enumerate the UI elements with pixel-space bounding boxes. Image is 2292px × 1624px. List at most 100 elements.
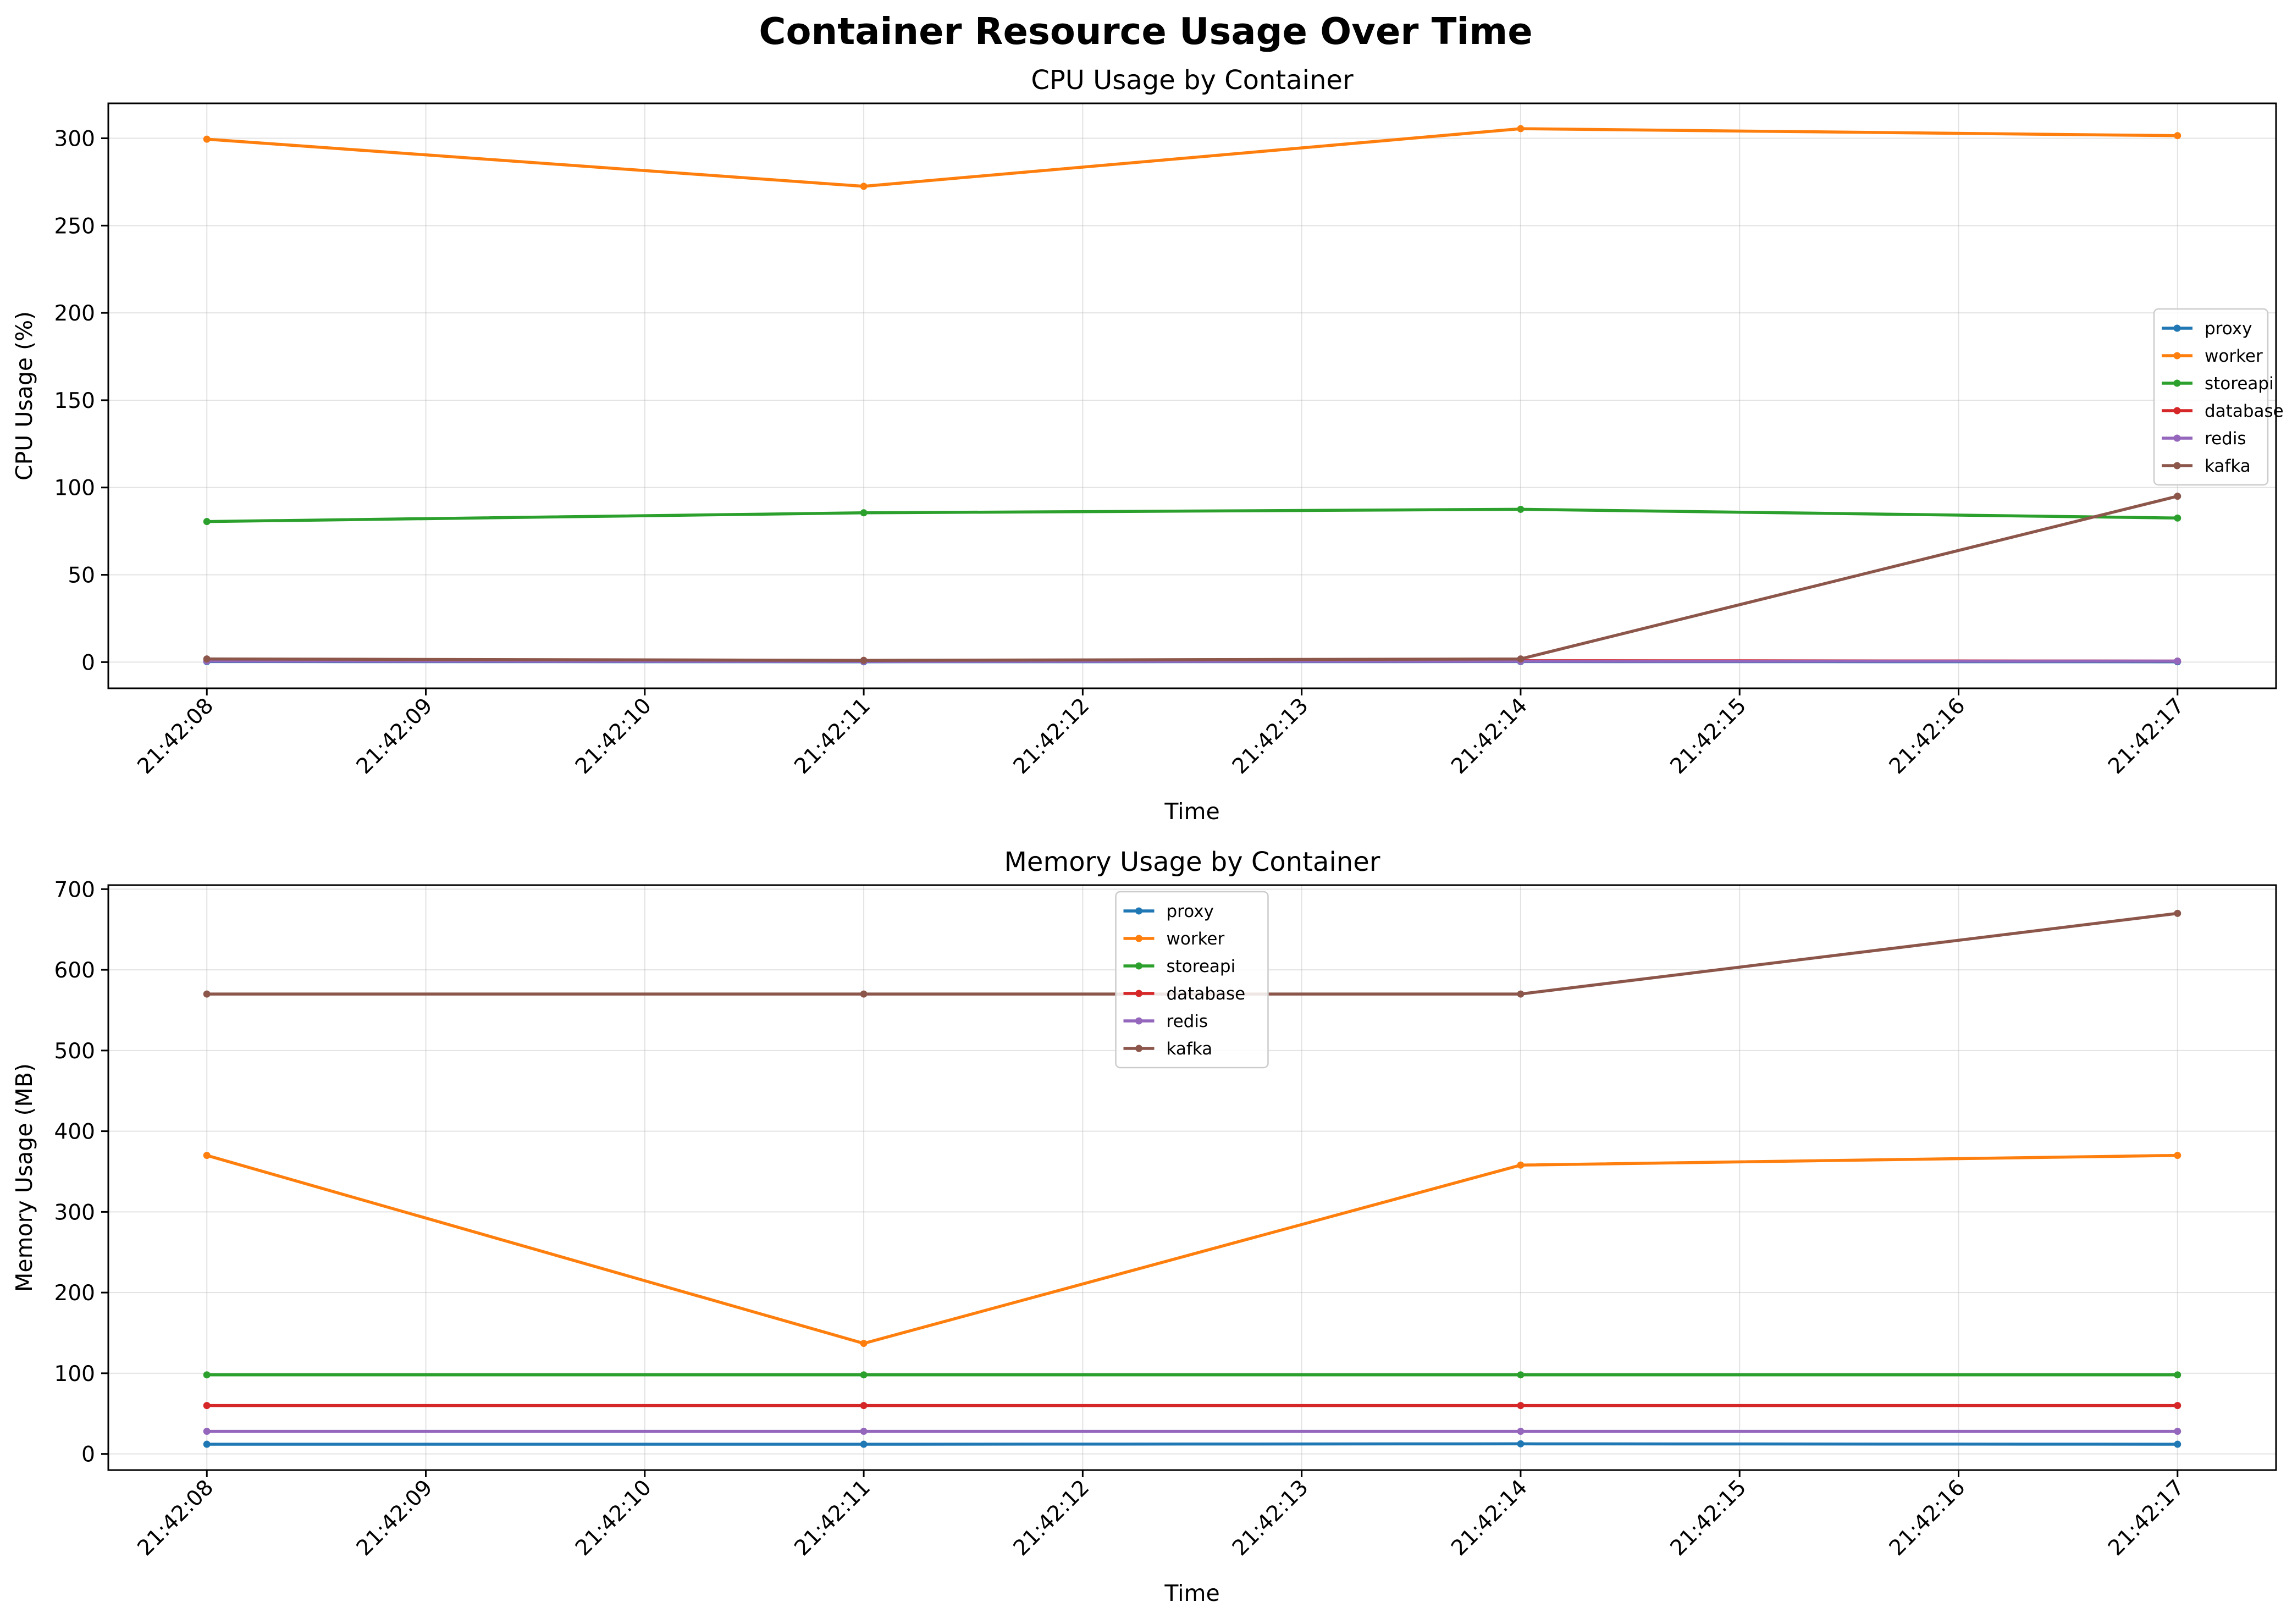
series-line-kafka (205, 494, 2179, 662)
data-point-redis (2174, 657, 2181, 665)
data-point-worker (2174, 132, 2181, 140)
y-tick-label: 400 (54, 1120, 95, 1145)
series-worker (203, 1152, 2181, 1347)
x-axis-label: Time (1164, 1580, 1219, 1606)
data-point-redis (2174, 1428, 2181, 1435)
legend-label: kafka (1167, 1039, 1213, 1059)
legend-marker (1135, 935, 1142, 942)
x-tick-label: 21:42:14 (1446, 693, 1532, 779)
series-kafka (203, 493, 2181, 664)
data-point-worker (1517, 125, 1525, 132)
legend-label: worker (1167, 929, 1225, 949)
data-point-storeapi (2174, 514, 2181, 522)
series-database (203, 1402, 2181, 1410)
x-tick-label: 21:42:15 (1666, 693, 1752, 779)
data-point-redis (1517, 1428, 1525, 1435)
x-tick-label: 21:42:11 (789, 1475, 875, 1561)
x-tick-label: 21:42:11 (789, 693, 875, 779)
legend-marker (2173, 434, 2181, 442)
y-tick-label: 600 (54, 958, 95, 983)
legend-marker (2173, 407, 2181, 415)
series-redis (203, 1428, 2181, 1435)
legend-item-kafka: kafka (2162, 456, 2251, 476)
data-point-proxy (2174, 1440, 2181, 1448)
x-tick-label: 21:42:15 (1666, 1475, 1752, 1561)
series-proxy (203, 1440, 2181, 1448)
x-tick-label: 21:42:14 (1446, 1475, 1532, 1561)
axes-frame (107, 884, 2277, 1471)
data-point-worker (2174, 1152, 2181, 1159)
y-tick-label: 0 (81, 650, 95, 675)
series-worker (203, 125, 2181, 190)
legend-item-worker: worker (1123, 929, 1225, 949)
data-point-kafka (203, 655, 211, 663)
y-tick-label: 500 (54, 1039, 95, 1064)
data-point-kafka (2174, 493, 2181, 500)
series-line-worker (205, 127, 2179, 188)
grid (108, 103, 2276, 688)
y-tick-label: 50 (68, 564, 95, 588)
legend-frame (2153, 308, 2269, 486)
x-tick-label: 21:42:09 (352, 1475, 438, 1561)
legend-item-redis: redis (2162, 429, 2246, 449)
data-point-worker (203, 135, 211, 143)
y-tick-label: 0 (81, 1443, 95, 1467)
x-tick-label: 21:42:09 (352, 693, 438, 779)
legend-marker (1135, 962, 1142, 970)
data-point-database (2174, 1402, 2181, 1410)
x-axis-label: Time (1164, 798, 1219, 825)
data-point-storeapi (2174, 1371, 2181, 1379)
legend-marker (1135, 990, 1142, 997)
data-point-proxy (1517, 1440, 1525, 1448)
data-point-proxy (203, 1440, 211, 1448)
y-tick-label: 250 (54, 214, 95, 239)
data-point-worker (1517, 1161, 1525, 1169)
data-point-storeapi (1517, 505, 1525, 513)
legend-label: storeapi (2205, 374, 2274, 394)
data-point-worker (860, 183, 868, 190)
data-point-kafka (2174, 909, 2181, 917)
y-tick-label: 200 (54, 1281, 95, 1306)
legend-marker (2173, 462, 2181, 469)
data-point-storeapi (860, 1371, 868, 1379)
series-line-storeapi (205, 507, 2179, 523)
data-point-worker (860, 1340, 868, 1347)
memory-usage-chart: 21:42:08 21:42:09 21:42:10 21:42:11 21:42:12… (11, 847, 2277, 1606)
data-point-kafka (1517, 990, 1525, 998)
legend-item-storeapi: storeapi (2162, 374, 2274, 394)
x-tick-label: 21:42:10 (571, 693, 656, 779)
legend-marker (1135, 907, 1142, 915)
legend-item-worker: worker (2162, 346, 2263, 366)
data-point-database (860, 1402, 868, 1410)
legend-marker (1135, 1045, 1142, 1052)
legend-item-storeapi: storeapi (1123, 957, 1236, 976)
series-storeapi (203, 1371, 2181, 1379)
x-tick-label: 21:42:16 (1885, 693, 1970, 779)
legend-label: database (2205, 401, 2284, 421)
y-tick-label: 200 (54, 301, 95, 326)
legend-item-proxy: proxy (1123, 902, 1214, 921)
data-point-storeapi (203, 1371, 211, 1379)
x-tick-label: 21:42:13 (1228, 1475, 1313, 1561)
legend-item-proxy: proxy (2162, 319, 2252, 339)
y-tick-label: 100 (54, 1362, 95, 1387)
data-point-kafka (860, 990, 868, 998)
x-tick-label: 21:42:12 (1009, 693, 1095, 779)
axes-title: CPU Usage by Container (1031, 65, 1354, 96)
data-point-database (1517, 1402, 1525, 1410)
legend-item-redis: redis (1123, 1012, 1208, 1031)
legend-label: kafka (2205, 456, 2251, 476)
data-point-kafka (203, 990, 211, 998)
series-line-redis (205, 659, 2179, 663)
y-tick-label: 300 (54, 127, 95, 152)
legend-label: storeapi (1167, 957, 1236, 976)
series-storeapi (203, 505, 2181, 526)
y-axis-label: CPU Usage (%) (11, 311, 37, 480)
data-point-kafka (1517, 655, 1525, 663)
legend-marker (2173, 352, 2181, 360)
data-point-storeapi (1517, 1371, 1525, 1379)
series-line-worker (205, 1153, 2179, 1345)
grid (108, 885, 2276, 1470)
data-point-worker (203, 1152, 211, 1159)
y-axis-label: Memory Usage (MB) (11, 1063, 37, 1292)
